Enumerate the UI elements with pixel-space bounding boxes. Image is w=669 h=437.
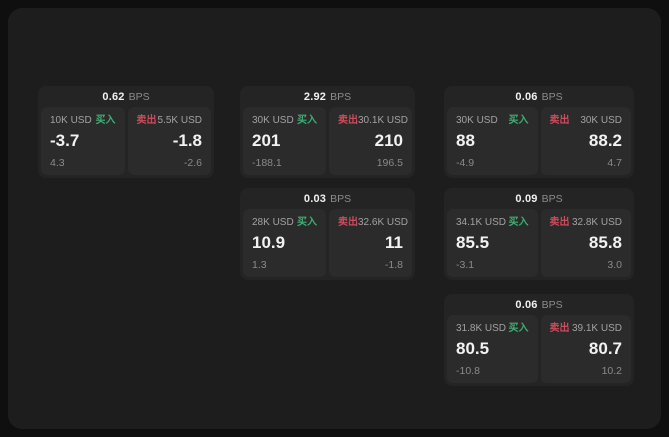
side-panels: 31.8K USD 买入 80.5 -10.8 卖出 39.1K USD 80.…	[447, 315, 631, 383]
bps-unit-label: BPS	[541, 192, 563, 205]
sell-price-value: 210	[374, 131, 403, 150]
sell-notional-label: 32.8K USD	[571, 217, 622, 228]
sell-badge: 卖出	[549, 115, 570, 126]
sell-panel[interactable]: 卖出 30.1K USD 210 196.5	[329, 107, 412, 175]
buy-delta-value: -10.8	[456, 365, 480, 377]
quote-card: 2.92 BPS 30K USD 买入 201 -188.1 卖出 30.1K …	[240, 86, 415, 178]
bps-value: 2.92	[303, 90, 327, 103]
buy-badge: 买入	[297, 115, 317, 126]
buy-notional-label: 30K USD	[456, 115, 498, 126]
buy-notional-label: 34.1K USD	[456, 217, 507, 228]
sell-price-value: 80.7	[588, 339, 622, 358]
sell-notional-label: 39.1K USD	[571, 323, 622, 334]
bps-value: 0.06	[515, 298, 538, 311]
sell-delta-value: -1.8	[384, 259, 403, 271]
side-panels: 10K USD 买入 -3.7 4.3 卖出 5.5K USD -1.8 -2.…	[41, 107, 211, 175]
buy-delta-value: 4.3	[50, 157, 65, 169]
quote-card: 0.06 BPS 31.8K USD 买入 80.5 -10.8 卖出 39.1…	[444, 294, 634, 386]
sell-delta-value: -2.6	[183, 157, 202, 169]
side-panels: 34.1K USD 买入 85.5 -3.1 卖出 32.8K USD 85.8…	[447, 209, 631, 277]
card-header: 0.03 BPS	[243, 188, 412, 209]
side-panels: 28K USD 买入 10.9 1.3 卖出 32.6K USD 11 -1.8	[243, 209, 412, 277]
bps-value: 0.62	[102, 90, 125, 103]
bps-unit-label: BPS	[541, 298, 563, 311]
bps-unit-label: BPS	[541, 90, 563, 103]
buy-price-value: -3.7	[50, 131, 80, 150]
sell-price-value: 88.2	[588, 131, 622, 150]
bps-value: 0.03	[303, 192, 327, 205]
bps-value: 0.09	[515, 192, 538, 205]
sell-panel[interactable]: 卖出 30K USD 88.2 4.7	[540, 107, 631, 175]
window-panel: 0.62 BPS 10K USD 买入 -3.7 4.3 卖出 5.5K USD…	[8, 8, 661, 429]
buy-badge: 买入	[95, 115, 116, 126]
buy-price-value: 10.9	[252, 233, 286, 252]
side-panels: 30K USD 买入 88 -4.9 卖出 30K USD 88.2 4.7	[447, 107, 631, 175]
sell-badge: 卖出	[338, 115, 358, 126]
buy-delta-value: -4.9	[456, 157, 475, 169]
buy-notional-label: 28K USD	[252, 217, 294, 228]
buy-price-value: 88	[456, 131, 475, 150]
sell-panel[interactable]: 卖出 32.8K USD 85.8 3.0	[540, 209, 631, 277]
sell-price-value: -1.8	[172, 131, 202, 150]
buy-badge: 买入	[508, 217, 529, 228]
sell-notional-label: 30.1K USD	[358, 115, 409, 126]
sell-delta-value: 10.2	[601, 365, 622, 377]
sell-notional-label: 32.6K USD	[358, 217, 409, 228]
sell-delta-value: 3.0	[607, 259, 622, 271]
sell-price-value: 11	[385, 233, 403, 252]
bps-unit-label: BPS	[330, 192, 352, 205]
buy-panel[interactable]: 10K USD 买入 -3.7 4.3	[41, 107, 125, 175]
buy-badge: 买入	[297, 217, 317, 228]
sell-notional-label: 30K USD	[580, 115, 622, 126]
sell-panel[interactable]: 卖出 39.1K USD 80.7 10.2	[540, 315, 631, 383]
buy-notional-label: 30K USD	[252, 115, 294, 126]
card-header: 0.09 BPS	[447, 188, 631, 209]
sell-delta-value: 4.7	[607, 157, 622, 169]
sell-price-value: 85.8	[588, 233, 622, 252]
side-panels: 30K USD 买入 201 -188.1 卖出 30.1K USD 210 1…	[243, 107, 412, 175]
buy-panel[interactable]: 34.1K USD 买入 85.5 -3.1	[447, 209, 538, 277]
quote-card: 0.09 BPS 34.1K USD 买入 85.5 -3.1 卖出 32.8K…	[444, 188, 634, 280]
bps-unit-label: BPS	[330, 90, 352, 103]
quote-card: 0.03 BPS 28K USD 买入 10.9 1.3 卖出 32.6K US…	[240, 188, 415, 280]
buy-panel[interactable]: 30K USD 买入 88 -4.9	[447, 107, 538, 175]
sell-panel[interactable]: 卖出 5.5K USD -1.8 -2.6	[127, 107, 211, 175]
buy-panel[interactable]: 30K USD 买入 201 -188.1	[243, 107, 326, 175]
bps-unit-label: BPS	[128, 90, 150, 103]
buy-delta-value: 1.3	[252, 259, 267, 271]
buy-badge: 买入	[508, 115, 529, 126]
sell-panel[interactable]: 卖出 32.6K USD 11 -1.8	[329, 209, 412, 277]
card-header: 0.06 BPS	[447, 294, 631, 315]
sell-badge: 卖出	[549, 323, 570, 334]
buy-notional-label: 31.8K USD	[456, 323, 507, 334]
sell-badge: 卖出	[136, 115, 157, 126]
card-header: 0.62 BPS	[41, 86, 211, 107]
buy-panel[interactable]: 28K USD 买入 10.9 1.3	[243, 209, 326, 277]
buy-price-value: 80.5	[456, 339, 490, 358]
sell-notional-label: 5.5K USD	[157, 115, 202, 126]
sell-badge: 卖出	[549, 217, 570, 228]
sell-badge: 卖出	[338, 217, 358, 228]
sell-delta-value: 196.5	[376, 157, 403, 169]
buy-badge: 买入	[508, 323, 529, 334]
quote-card: 0.62 BPS 10K USD 买入 -3.7 4.3 卖出 5.5K USD…	[38, 86, 214, 178]
buy-price-value: 201	[252, 131, 281, 150]
buy-delta-value: -188.1	[252, 157, 282, 169]
bps-value: 0.06	[515, 90, 538, 103]
card-header: 0.06 BPS	[447, 86, 631, 107]
buy-delta-value: -3.1	[456, 259, 475, 271]
buy-panel[interactable]: 31.8K USD 买入 80.5 -10.8	[447, 315, 538, 383]
buy-price-value: 85.5	[456, 233, 490, 252]
card-header: 2.92 BPS	[243, 86, 412, 107]
buy-notional-label: 10K USD	[50, 115, 92, 126]
quote-card: 0.06 BPS 30K USD 买入 88 -4.9 卖出 30K USD 8…	[444, 86, 634, 178]
